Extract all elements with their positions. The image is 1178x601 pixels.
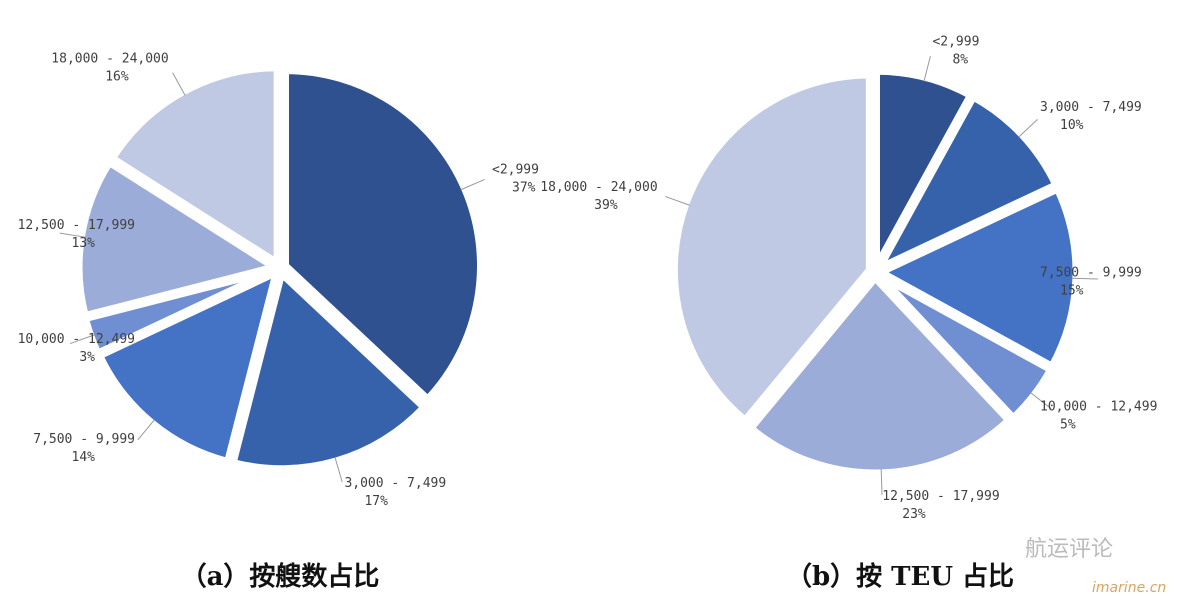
slice-label: 18,000 - 24,000 <box>540 180 657 195</box>
leader-line <box>1018 118 1038 138</box>
leader-line <box>334 457 343 483</box>
watermark-site: imarine.cn <box>1092 580 1166 596</box>
value-label: 16% <box>105 70 129 85</box>
slice-label: <2,999 <box>492 162 539 177</box>
slice-label: 3,000 - 7,499 <box>1040 100 1142 115</box>
leader-line <box>880 468 883 495</box>
value-label: 37% <box>512 180 536 195</box>
watermark-account: 航运评论 <box>1025 537 1113 562</box>
leader-line <box>460 178 485 191</box>
slice-label: 18,000 - 24,000 <box>51 52 168 67</box>
value-label: 8% <box>952 52 968 67</box>
slice-label: <2,999 <box>932 34 979 49</box>
value-label: 17% <box>364 494 388 509</box>
value-label: 5% <box>1060 418 1076 433</box>
slice-label: 7,500 - 9,999 <box>33 432 135 447</box>
value-label: 3% <box>79 350 95 365</box>
slice-label: 12,500 - 17,999 <box>18 218 135 233</box>
slice-label: 12,500 - 17,999 <box>882 489 999 504</box>
chart-title: （b）按 TEU 占比 <box>786 561 1014 592</box>
chart-title: （a）按艘数占比 <box>181 561 380 592</box>
leader-line <box>70 334 95 345</box>
leader-line <box>172 72 186 96</box>
slice-label: 3,000 - 7,499 <box>344 476 446 491</box>
value-label: 39% <box>594 198 618 213</box>
leader-line <box>1030 392 1052 410</box>
value-label: 23% <box>902 507 926 522</box>
value-label: 10% <box>1060 118 1084 133</box>
slice-label: 10,000 - 12,499 <box>18 332 135 347</box>
value-label: 15% <box>1060 283 1084 298</box>
leader-line <box>923 55 931 82</box>
leader-line <box>137 419 155 441</box>
leader-line <box>59 232 86 238</box>
slice-label: 7,500 - 9,999 <box>1040 265 1142 280</box>
value-label: 14% <box>72 450 96 465</box>
slice-label: 10,000 - 12,499 <box>1040 400 1157 415</box>
value-label: 13% <box>72 236 96 251</box>
leader-line <box>665 195 690 206</box>
leader-line <box>1071 277 1098 280</box>
